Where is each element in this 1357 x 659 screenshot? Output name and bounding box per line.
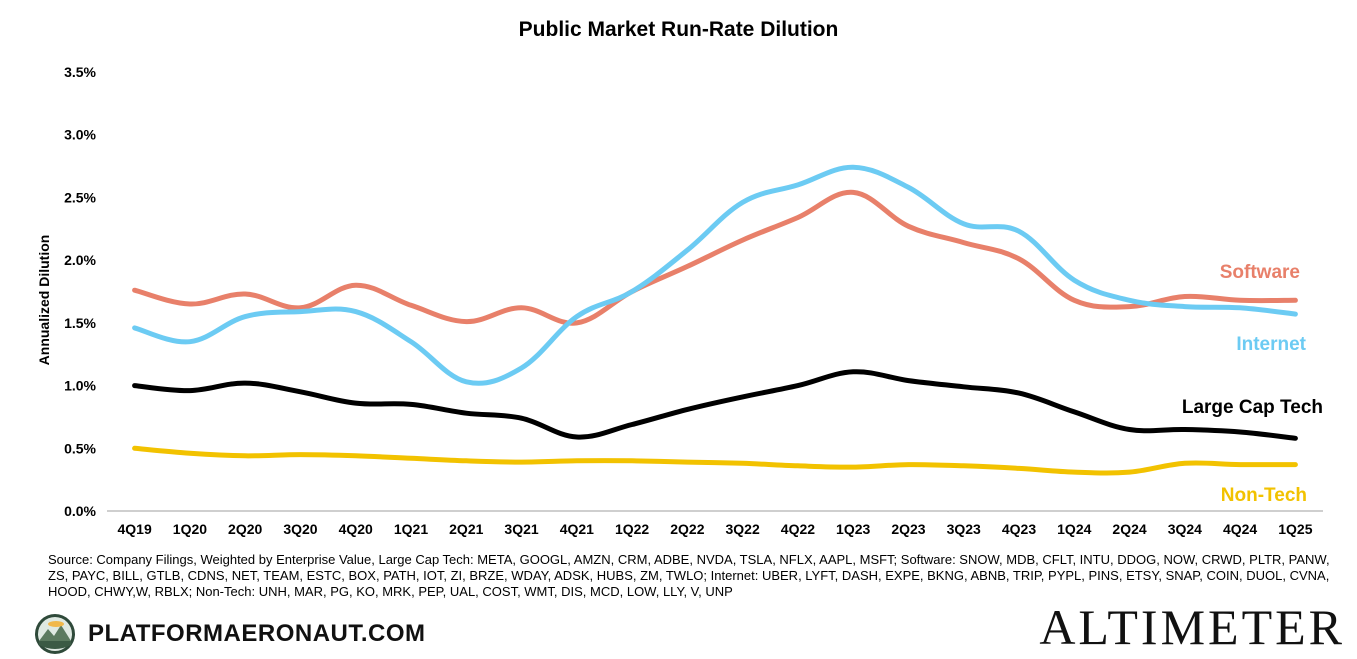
x-tick-labels: 4Q19 1Q20 2Q20 3Q20 4Q20 1Q21 2Q21 3Q21 4Q21 1Q22…: [118, 521, 1313, 537]
x-tick-label: 3Q24: [1168, 521, 1202, 537]
y-tick-label: 3.0%: [64, 127, 96, 143]
series-label-internet: Internet: [1236, 334, 1306, 355]
brand-footer[interactable]: PLATFORMAERONAUT.COM: [34, 614, 426, 654]
source-note: Source: Company Filings, Weighted by Ent…: [48, 552, 1330, 599]
series-line-internet: [132, 164, 1298, 386]
x-tick-label: 1Q22: [615, 521, 649, 537]
y-tick-labels: 0.0% 0.5% 1.0% 1.5% 2.0% 2.5% 3.0% 3.5%: [64, 64, 96, 519]
x-tick-label: 1Q21: [394, 521, 428, 537]
x-tick-label: 2Q22: [670, 521, 704, 537]
series-label-large-cap-tech: Large Cap Tech: [1182, 397, 1323, 418]
y-tick-label: 0.5%: [64, 440, 96, 456]
y-tick-label: 0.0%: [64, 503, 96, 519]
x-tick-label: 3Q22: [726, 521, 760, 537]
x-tick-label: 2Q20: [228, 521, 262, 537]
x-tick-label: 4Q23: [1002, 521, 1036, 537]
series-line-software: [132, 189, 1298, 326]
series-line-non-tech: [132, 445, 1298, 476]
x-tick-label: 1Q20: [173, 521, 207, 537]
x-tick-label: 1Q24: [1057, 521, 1091, 537]
x-tick-label: 3Q23: [947, 521, 981, 537]
brand-text: PLATFORMAERONAUT.COM: [88, 620, 426, 647]
x-tick-label: 1Q25: [1278, 521, 1312, 537]
mountain-badge-icon: [35, 614, 75, 654]
y-tick-label: 1.0%: [64, 378, 96, 394]
y-tick-label: 1.5%: [64, 315, 96, 331]
y-tick-label: 3.5%: [64, 64, 96, 80]
x-tick-label: 4Q19: [118, 521, 152, 537]
x-tick-label: 2Q23: [891, 521, 925, 537]
x-tick-label: 1Q23: [836, 521, 870, 537]
series-labels: Software Internet Large Cap Tech Non-Tech: [1182, 262, 1323, 506]
x-tick-label: 4Q22: [781, 521, 815, 537]
series-label-software: Software: [1220, 262, 1300, 283]
x-tick-label: 2Q24: [1112, 521, 1146, 537]
x-tick-label: 4Q24: [1223, 521, 1257, 537]
series-line-large-cap-tech: [132, 369, 1298, 441]
y-axis-title: Annualized Dilution: [36, 235, 52, 366]
x-tick-label: 4Q20: [339, 521, 373, 537]
chart-title: Public Market Run-Rate Dilution: [518, 18, 839, 41]
series-label-non-tech: Non-Tech: [1221, 485, 1307, 506]
x-tick-label: 3Q20: [283, 521, 317, 537]
series-lines: [132, 164, 1298, 476]
altimeter-logo: ALTIMETER: [1039, 599, 1345, 655]
y-tick-label: 2.0%: [64, 252, 96, 268]
line-chart: Annualized Dilution 0.0% 0.5% 1.0% 1.5% 2.0%…: [36, 64, 1323, 537]
y-axis-title-group: Annualized Dilution: [36, 235, 52, 366]
y-tick-label: 2.5%: [64, 189, 96, 205]
x-tick-label: 2Q21: [449, 521, 483, 537]
x-tick-label: 3Q21: [504, 521, 538, 537]
x-tick-label: 4Q21: [560, 521, 594, 537]
